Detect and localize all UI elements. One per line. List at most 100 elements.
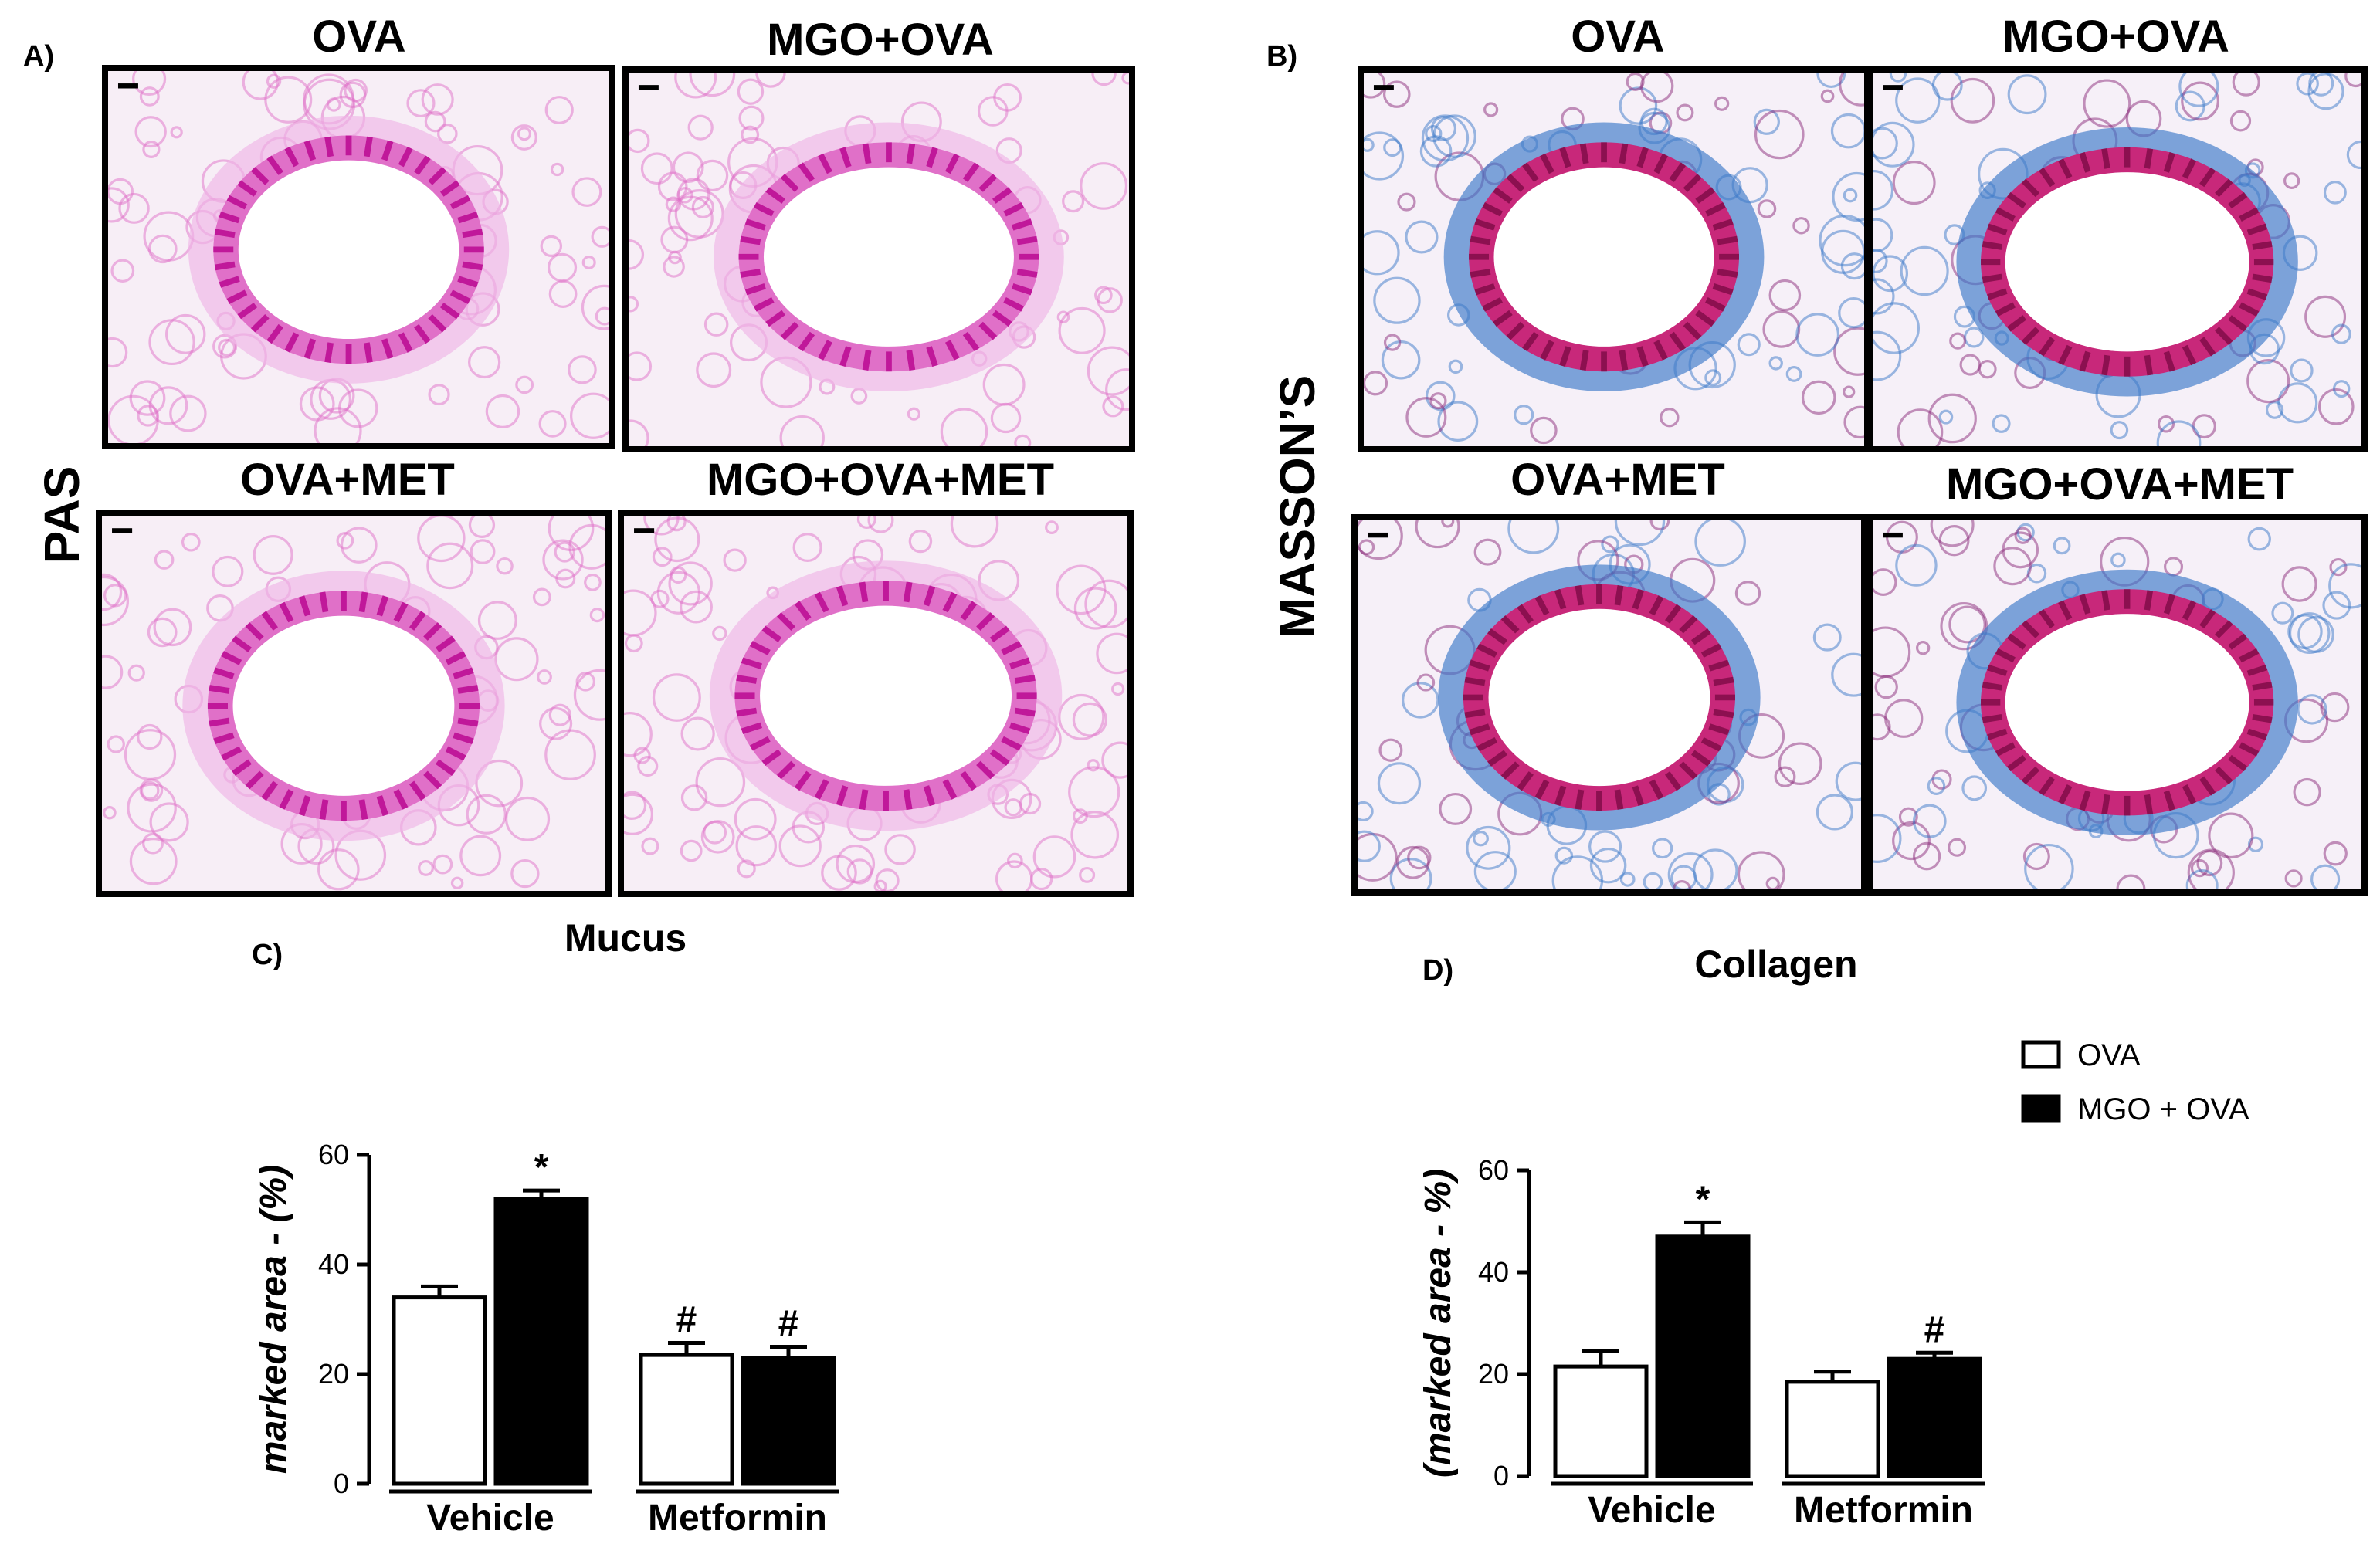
alveolus	[1045, 520, 1059, 535]
alveolus	[1056, 310, 1070, 324]
alveolus	[1889, 73, 1907, 83]
epithelial-fold	[449, 290, 471, 304]
alveolus	[2110, 552, 2126, 568]
alveolus	[540, 235, 563, 257]
epithelial-fold	[1506, 174, 1525, 192]
epithelial-fold	[1470, 269, 1491, 278]
epithelial-fold	[1016, 235, 1038, 245]
alveolus	[1792, 217, 1810, 235]
alveolus	[118, 192, 150, 224]
alveolus	[640, 152, 673, 185]
epithelial-fold	[1003, 201, 1024, 217]
epithelial-fold	[976, 612, 995, 631]
alveolus	[149, 802, 189, 842]
alveolus	[212, 555, 244, 587]
alveolus	[1473, 538, 1502, 566]
epithelial-fold	[1690, 628, 1711, 645]
alveolus	[450, 876, 464, 890]
alveolus	[674, 188, 724, 239]
epithelial-fold	[279, 789, 294, 810]
alveolus	[641, 837, 659, 855]
alveolus	[127, 783, 177, 833]
alveolus	[2293, 777, 2321, 807]
micrograph-masson-mgo-ova	[1867, 66, 2368, 452]
alveolus	[477, 601, 517, 640]
epithelial-fold	[266, 323, 283, 344]
category-label: Metformin	[648, 1498, 827, 1539]
epithelial-fold	[298, 595, 311, 617]
alveolus	[1441, 520, 1455, 528]
epithelial-fold	[2039, 776, 2056, 796]
epithelial-fold	[1700, 643, 1722, 658]
alveolus	[1694, 520, 1746, 567]
alveolus	[1949, 332, 1966, 350]
alveolus	[680, 716, 715, 751]
alveolus	[1421, 114, 1470, 162]
epithelial-fold	[1717, 269, 1738, 278]
epithelial-fold	[1517, 604, 1534, 624]
alveolus	[1364, 137, 1375, 152]
epithelial-fold	[462, 261, 483, 271]
alveolus	[1389, 858, 1432, 889]
epithelial-fold	[942, 779, 958, 800]
alveolus	[102, 573, 123, 611]
alveolus	[2053, 537, 2071, 555]
alveolus	[712, 625, 727, 642]
micrograph-masson-ova-met	[1351, 514, 1867, 896]
epithelial-fold	[2199, 776, 2216, 796]
epithelial-fold	[740, 269, 761, 278]
epithelial-fold	[798, 331, 815, 352]
epithelial-fold	[1474, 283, 1496, 296]
epithelial-fold	[435, 759, 456, 776]
epithelial-fold	[989, 749, 1010, 767]
epithelial-fold	[862, 143, 872, 164]
epithelial-fold	[221, 746, 242, 761]
alveolus	[1948, 605, 1986, 644]
epithelial-fold	[381, 338, 394, 360]
alveolus	[169, 394, 207, 432]
alveolus	[2322, 591, 2351, 620]
alveolus	[1373, 276, 1421, 324]
epithelial-fold	[2163, 350, 2175, 372]
epithelial-fold	[2199, 608, 2216, 629]
bar-ova-metformin	[639, 1353, 734, 1486]
alveolus	[2157, 415, 2175, 433]
epithelial-fold	[1464, 676, 1486, 686]
y-axis-label: marked area - (%)	[253, 1165, 294, 1474]
epithelial-fold	[319, 799, 329, 821]
epithelial-fold	[2007, 191, 2026, 209]
y-tick-label: 60	[318, 1139, 349, 1170]
alveolus	[2232, 73, 2260, 96]
epithelial-fold	[1700, 737, 1722, 752]
epithelial-fold	[989, 625, 1010, 643]
alveolus	[1014, 434, 1032, 446]
epithelial-fold	[393, 789, 409, 810]
epithelial-fold	[1653, 153, 1668, 174]
alveolus	[142, 140, 161, 158]
alveolus	[1737, 333, 1761, 357]
alveolus	[466, 794, 507, 835]
alveolus	[504, 796, 551, 841]
epithelial-fold	[364, 136, 373, 157]
epithelial-fold	[906, 143, 916, 164]
alveolus	[103, 584, 127, 608]
alveolus	[418, 859, 435, 876]
epithelial-fold	[1995, 648, 2016, 663]
epithelial-fold	[2182, 784, 2197, 805]
epithelial-fold	[741, 657, 763, 669]
epithelial-fold	[2039, 608, 2056, 629]
epithelial-fold	[1683, 174, 1702, 192]
epithelial-fold	[213, 732, 235, 744]
epithelial-fold	[1632, 785, 1645, 807]
y-tick-label: 40	[1478, 1256, 1509, 1288]
alveolus	[629, 351, 653, 381]
epithelial-fold	[2144, 148, 2154, 169]
alveolus	[139, 86, 160, 107]
epithelial-fold	[1695, 187, 1715, 204]
alveolus	[595, 306, 609, 326]
alveolus	[1938, 409, 1954, 425]
epithelial-fold	[906, 350, 916, 371]
epithelial-fold	[398, 146, 413, 168]
alveolus	[1774, 766, 1796, 787]
alveolus	[253, 535, 293, 575]
